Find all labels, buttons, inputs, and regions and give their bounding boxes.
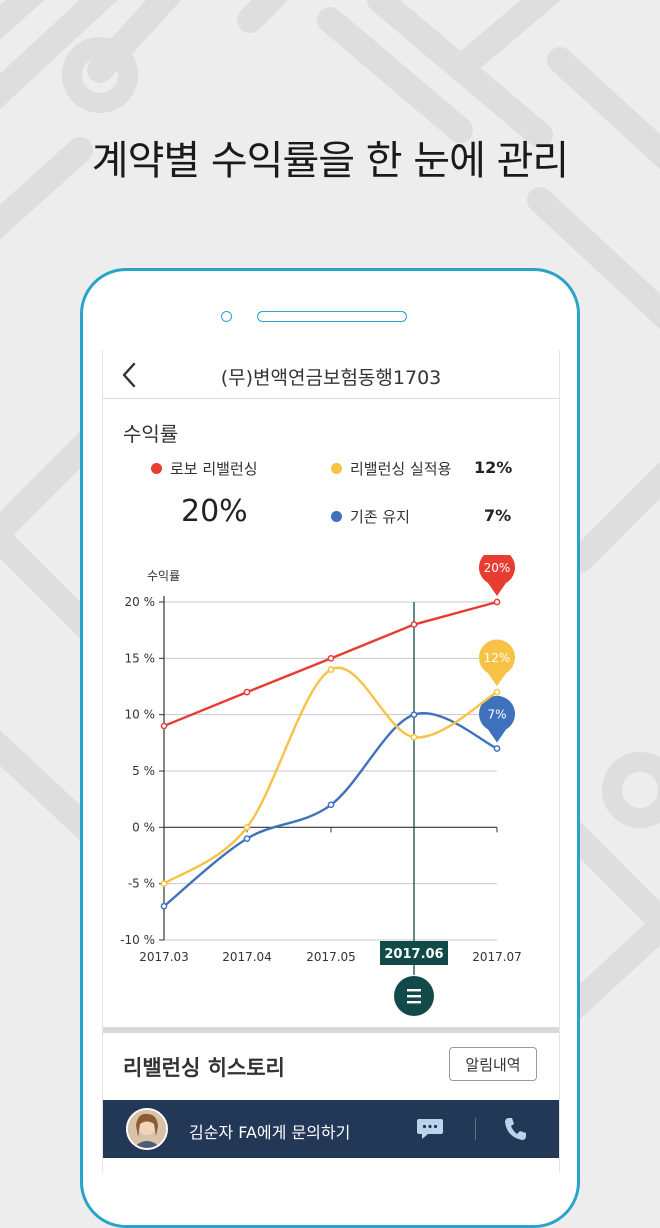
phone-icon[interactable] [503,1116,527,1142]
return-rate-chart: 수익률 20 % 15 % 10 % 5 % 0 % -5 % -10 % 2017.03 201… [120,555,522,975]
y-tick-label: 15 % [125,651,156,665]
data-point-applied [410,733,418,741]
data-point-keep [243,835,251,842]
y-tick-label: -5 % [128,877,155,891]
chart-menu-button[interactable] [394,976,434,1016]
legend-robo-label: 로보 리밸런싱 [170,460,258,478]
end-label-pin-applied [479,639,515,687]
x-tick-label: 2017.05 [306,950,356,964]
y-tick-label: -10 % [120,933,155,947]
data-point-applied [327,666,335,673]
end-label-marker-robo: 20% [479,555,515,596]
end-label-pin-robo [479,555,515,596]
legend-applied-value: 12% [474,458,513,477]
end-label-text-robo: 20% [484,561,511,575]
series-line-robo [163,600,498,728]
headline: 계약별 수익률을 한 눈에 관리 [91,138,569,184]
data-point-robo [243,688,251,696]
y-tick-label: 0 % [132,820,155,834]
data-point-robo [160,722,168,730]
history-title: 리밸런싱 히스토리 [123,1056,285,1080]
data-point-applied [493,688,501,696]
data-point-keep [493,745,501,752]
end-label-marker-keep: 7% [479,695,515,743]
y-axis-label: 수익률 [147,569,180,583]
end-label-text-keep: 7% [487,707,506,721]
x-tick-label: 2017.07 [472,950,522,964]
data-point-robo [327,654,335,662]
chevron-left-icon[interactable] [121,362,137,388]
section-title: 수익률 [123,422,179,446]
legend-robo-dot [151,463,162,474]
selected-x-label-bg [380,941,448,965]
legend-keep-label: 기존 유지 [350,508,410,526]
legend-keep-value: 7% [484,506,512,525]
y-tick-label: 5 % [132,764,155,778]
data-point-keep [410,711,418,719]
x-tick-label: 2017.04 [222,950,272,964]
camera-dot [221,311,232,322]
avatar [126,1108,168,1150]
legend-applied-dot [331,463,342,474]
chat-icon[interactable] [416,1117,444,1141]
legend-robo: 로보 리밸런싱 [151,458,258,479]
contact-text: 김순자 FA에게 문의하기 [189,1123,351,1142]
legend-keep: 기존 유지 [331,506,410,527]
series-line-applied [163,666,498,885]
menu-icon [407,989,421,1004]
x-tick-label: 2017.03 [139,950,189,964]
legend-keep-dot [331,511,342,522]
selected-x-tick-label: 2017.06 [384,947,443,962]
end-label-pin-keep [479,695,515,743]
end-label-marker-applied: 12% [479,639,515,687]
app-screen: (무)변액연금보험동행1703 수익률 로보 리밸런싱 20% 리밸런싱 실적용… [102,350,560,1172]
data-point-robo [493,598,501,606]
legend-applied-label: 리밸런싱 실적용 [350,460,452,478]
top-bar: (무)변액연금보험동행1703 [103,350,559,399]
data-point-robo [410,621,418,628]
contact-bar[interactable]: 김순자 FA에게 문의하기 [103,1100,559,1158]
notice-history-button[interactable]: 알림내역 [449,1047,537,1081]
data-point-applied [243,823,251,831]
data-point-keep [160,902,168,910]
data-point-applied [160,880,168,888]
page-title: (무)변액연금보험동행1703 [220,367,442,389]
legend-applied: 리밸런싱 실적용 [331,458,451,479]
legend-robo-value: 20% [181,494,248,529]
y-tick-label: 20 % [125,595,156,609]
series-line-keep [163,712,498,908]
end-label-text-applied: 12% [484,651,511,665]
data-point-keep [327,801,335,809]
speaker-slot [257,311,407,322]
contact-separator [475,1118,476,1140]
section-divider [103,1027,559,1033]
y-tick-label: 10 % [125,708,156,722]
